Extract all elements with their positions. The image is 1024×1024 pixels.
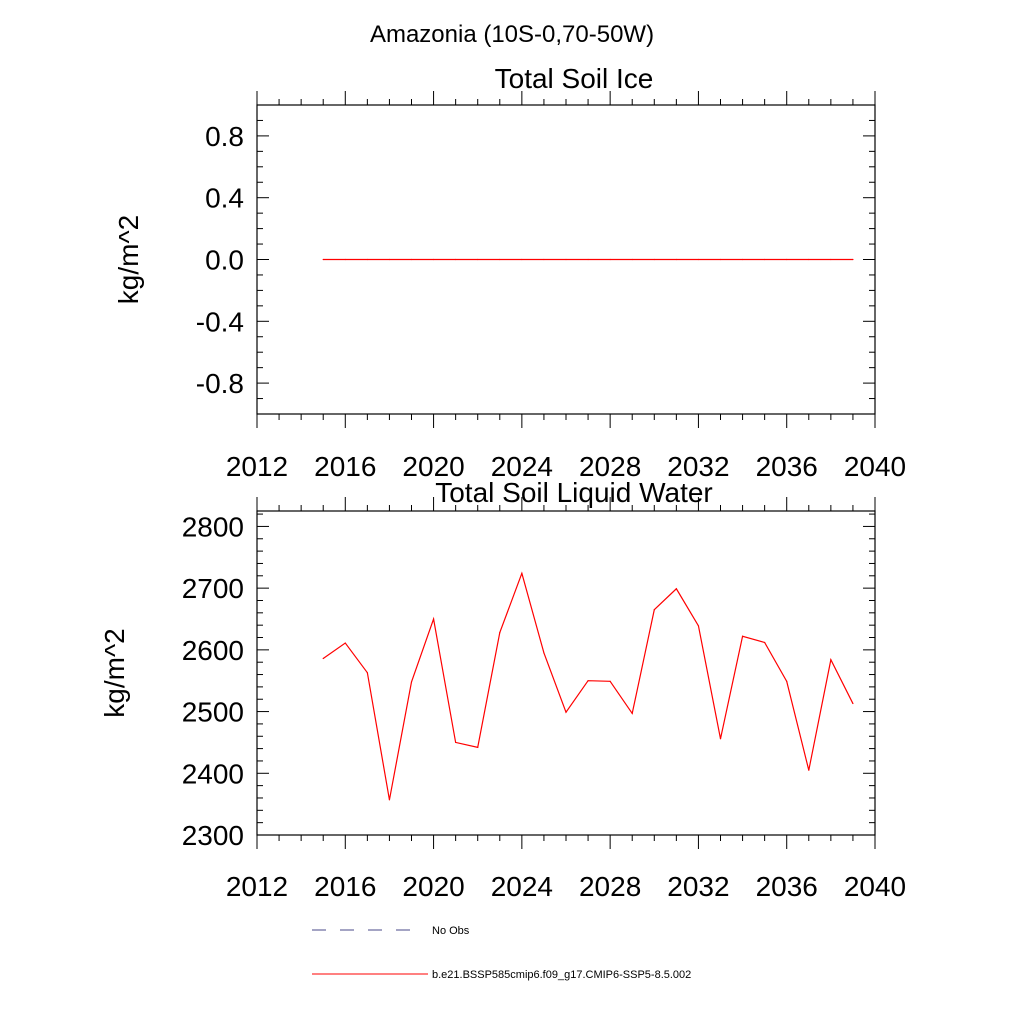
- panel-0-xtick-label: 2012: [226, 451, 288, 482]
- panel-1-xtick-label: 2032: [667, 871, 729, 902]
- panel-0-data-point: [565, 258, 567, 261]
- panel-1-title: Total Soil Liquid Water: [435, 477, 713, 508]
- panel-0-xtick-label: 2040: [844, 451, 906, 482]
- panel-0-title: Total Soil Ice: [495, 63, 654, 94]
- panel-1-data-point: [764, 641, 766, 644]
- panel-0-data-point: [786, 258, 788, 261]
- panel-0-data-point: [410, 258, 413, 261]
- figure-suptitle: Amazonia (10S-0,70-50W): [370, 21, 654, 48]
- panel-0-data-point: [388, 258, 391, 261]
- panel-1-data-point: [499, 631, 501, 634]
- panel-0-data-point: [455, 258, 457, 261]
- panel-0-xtick-label: 2020: [402, 451, 464, 482]
- panel-0-data-point: [675, 258, 677, 261]
- panel-1-series-line: [322, 571, 854, 800]
- panel-1-ytick-label: 2500: [182, 697, 244, 728]
- panel-0-data-point: [741, 258, 744, 261]
- panel-1-data-point: [830, 659, 832, 661]
- panel-0-ytick-label: -0.4: [196, 306, 244, 337]
- panel-0-data-point: [322, 258, 324, 261]
- panel-0-data-point: [764, 258, 766, 261]
- legend-obs-label: No Obs: [432, 925, 470, 937]
- panel-1-data-point: [719, 738, 722, 740]
- panel-1-xtick-label: 2024: [491, 871, 553, 902]
- panel-1-xtick-label: 2020: [402, 871, 464, 902]
- panel-1-data-point: [587, 680, 589, 682]
- panel-0-data-point: [499, 258, 501, 261]
- legend-model-label: b.e21.BSSP585cmip6.f09_g17.CMIP6-SSP5-8.…: [432, 969, 691, 981]
- panel-0-ytick-label: 0.8: [205, 121, 244, 152]
- panel-0-ytick-label: -0.8: [196, 368, 244, 399]
- panel-0-data-point: [366, 258, 368, 261]
- panel-1-data-point: [344, 642, 346, 644]
- panel-0-data-point: [543, 258, 545, 261]
- panel-1-ytick-label: 2700: [182, 573, 244, 604]
- panel-1-data-point: [521, 572, 523, 574]
- panel-1-xtick-label: 2036: [756, 871, 818, 902]
- panel-1-data-point: [432, 618, 435, 620]
- panel-1-data-point: [477, 746, 479, 748]
- panel-1-data-point: [366, 672, 368, 674]
- panel-0-xtick-label: 2036: [756, 451, 818, 482]
- panel-0-data-point: [631, 258, 633, 261]
- panel-1-data-point: [808, 769, 810, 771]
- panel-1-xtick-label: 2016: [314, 871, 376, 902]
- panel-0-data-point: [830, 258, 832, 261]
- panel-0-data-point: [808, 258, 810, 261]
- panel-0-xtick-label: 2032: [667, 451, 729, 482]
- panel-0-data-point: [852, 258, 854, 261]
- legend: No Obs b.e21.BSSP585cmip6.f09_g17.CMIP6-…: [312, 925, 691, 981]
- panel-1-ytick-label: 2800: [182, 511, 244, 542]
- panel-1-data-point: [609, 680, 611, 682]
- panel-0-xtick-label: 2028: [579, 451, 641, 482]
- panel-1-ytick-label: 2600: [182, 635, 244, 666]
- panel-0-ytick-label: 0.4: [205, 183, 244, 214]
- panel-1-data-point: [543, 652, 545, 654]
- panel-0-data-point: [587, 258, 589, 261]
- panel-1-data-point: [675, 588, 677, 590]
- panel-1-data-point: [697, 625, 700, 627]
- panel-1-xtick-label: 2012: [226, 871, 288, 902]
- panel-0-xtick-label: 2024: [491, 451, 553, 482]
- panel-1-data-point: [786, 680, 788, 682]
- panel-1-ytick-label: 2400: [182, 758, 244, 789]
- panel-0-data-point: [609, 258, 611, 261]
- panel-0-data-point: [432, 258, 435, 261]
- panel-1-data-point: [388, 799, 391, 801]
- panel-0-ylabel: kg/m^2: [113, 215, 144, 304]
- panel-0-xtick-label: 2016: [314, 451, 376, 482]
- panel-1-ytick-label: 2300: [182, 820, 244, 851]
- panel-1-data-point: [852, 702, 854, 705]
- panel-total-soil-liquid-water: Total Soil Liquid Water 2012 2016 2020 2024 2…: [99, 477, 906, 902]
- panel-0-data-point: [477, 258, 479, 261]
- panel-1-data-point: [322, 657, 324, 660]
- panel-0-data-point: [719, 258, 722, 261]
- panel-1-data-point: [455, 741, 457, 744]
- panel-1-xtick-label: 2040: [844, 871, 906, 902]
- panel-0-data-point: [697, 258, 700, 261]
- panel-1-data-point: [410, 681, 413, 683]
- panel-1-data-point: [565, 711, 567, 713]
- panel-1-data-point: [631, 712, 633, 715]
- panel-total-soil-ice: Total Soil Ice 2012 2016 2020 2024 2028 2032 20…: [113, 63, 906, 482]
- panel-1-ylabel: kg/m^2: [99, 628, 130, 717]
- panel-0-ytick-label: 0.0: [205, 245, 244, 276]
- panel-1-data-point: [653, 609, 655, 611]
- panel-1-xtick-label: 2028: [579, 871, 641, 902]
- panel-0-data-point: [344, 258, 346, 261]
- panel-1-data-point: [741, 635, 744, 637]
- panel-0-data-point: [653, 258, 655, 261]
- panel-0-data-point: [521, 258, 523, 261]
